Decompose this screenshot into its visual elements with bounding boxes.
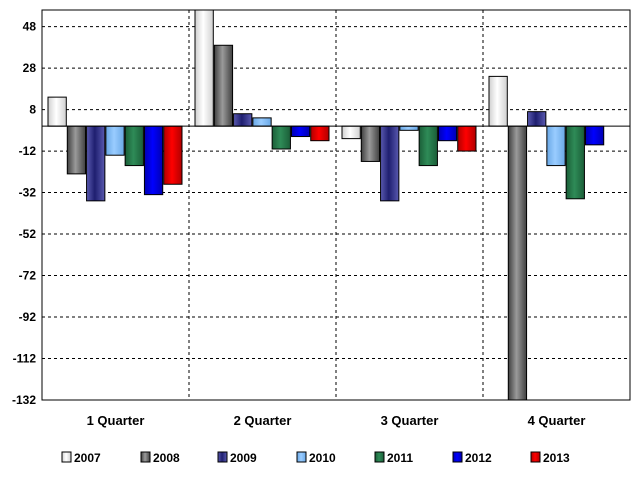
bar-2013-q3: [457, 125, 477, 152]
bar-2013-q2: [310, 125, 330, 142]
y-tick-label: -92: [19, 310, 37, 324]
legend-label-2007: 2007: [74, 451, 101, 465]
legend-label-2010: 2010: [309, 451, 336, 465]
legend: 2007 2008 2009 2010 2011 2012 2013: [61, 451, 570, 465]
bar-2007-q3: [341, 125, 361, 140]
bar-2008-q2: [213, 44, 234, 127]
bar-2008-q1: [66, 125, 87, 175]
y-tick-label: 8: [29, 103, 36, 117]
bar-2011-q4: [565, 125, 585, 200]
bar-2013-q1: [163, 125, 183, 185]
y-tick-label: 48: [23, 20, 37, 34]
bar-2007-q2: [194, 9, 214, 127]
y-tick-label: -32: [19, 186, 37, 200]
legend-label-2012: 2012: [465, 451, 492, 465]
y-tick-label: 28: [23, 61, 37, 75]
y-tick-label: -52: [19, 227, 37, 241]
legend-swatch-2013: [530, 451, 541, 463]
x-category-labels: 1 Quarter 2 Quarter 3 Quarter 4 Quarter: [87, 413, 586, 428]
bar-2009-q1: [86, 125, 106, 202]
legend-label-2008: 2008: [153, 451, 180, 465]
x-category-label: 3 Quarter: [381, 413, 439, 428]
y-tick-label: -112: [13, 352, 37, 366]
grid-layer: [42, 10, 630, 401]
bar-2009-q2: [233, 113, 253, 127]
bar-2009-q4: [527, 111, 547, 127]
bar-2009-q3: [380, 125, 400, 202]
bar-2007-q1: [47, 96, 67, 127]
legend-label-2009: 2009: [230, 451, 257, 465]
bar-2011-q1: [124, 125, 144, 167]
bar-2011-q2: [271, 125, 291, 150]
legend-swatch-2010: [296, 451, 307, 463]
axis-layer: [41, 9, 631, 401]
bar-2012-q4: [584, 125, 605, 146]
x-category-label: 1 Quarter: [87, 413, 145, 428]
legend-swatch-2009: [217, 451, 228, 463]
bar-2008-q3: [360, 125, 381, 162]
bar-2012-q1: [143, 125, 164, 196]
plot-frame: [41, 9, 631, 401]
x-category-label: 4 Quarter: [528, 413, 586, 428]
y-tick-label: -132: [12, 393, 36, 407]
bar-2010-q3: [399, 125, 419, 131]
bar-2008-q4: [507, 125, 528, 401]
bar-2010-q1: [105, 125, 125, 156]
legend-label-2011: 2011: [387, 451, 413, 465]
legend-swatch-2011: [374, 451, 385, 463]
bar-2012-q3: [437, 125, 458, 142]
bar-2010-q2: [252, 117, 272, 127]
y-tick-label: -12: [19, 144, 37, 158]
bar-2012-q2: [290, 125, 311, 138]
legend-swatch-2012: [452, 451, 463, 463]
legend-label-2013: 2013: [543, 451, 570, 465]
y-tick-labels: 48 28 8 -12 -32 -52 -72 -92 -112 -132: [12, 20, 36, 407]
x-category-label: 2 Quarter: [234, 413, 292, 428]
bar-layer: [47, 9, 605, 401]
bar-2011-q3: [418, 125, 438, 167]
y-tick-label: -72: [19, 269, 37, 283]
legend-swatch-2007: [61, 451, 72, 463]
legend-swatch-2008: [140, 451, 151, 463]
bar-2010-q4: [546, 125, 566, 167]
bar-2007-q4: [488, 75, 508, 127]
